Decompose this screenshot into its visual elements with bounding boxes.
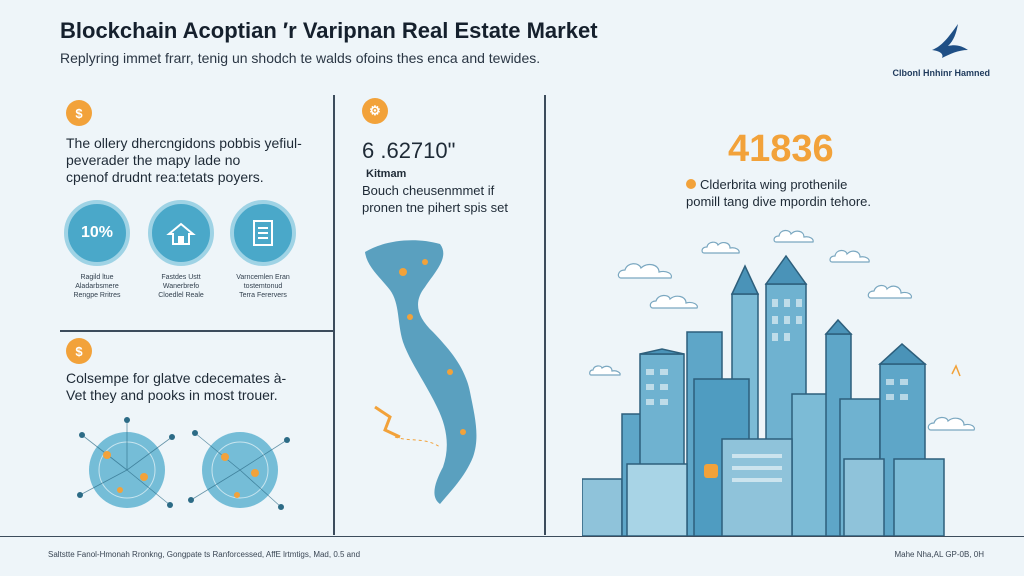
stat-circle-house bbox=[148, 200, 214, 266]
coin-icon: $ bbox=[66, 338, 92, 364]
circle-label-line: Aladarbsmere bbox=[75, 283, 119, 290]
footer-rule bbox=[0, 536, 1024, 537]
cloud-icon bbox=[615, 258, 679, 287]
middle-number-label: Kitmam bbox=[366, 168, 407, 180]
circle-label-line: Varncemlen Eran bbox=[236, 274, 290, 281]
circle-label-3: Varncemlen Eran tostemtonud Terra Fererv… bbox=[223, 273, 303, 300]
right-text: Clderbrita wing prothenile pomill tang d… bbox=[686, 176, 946, 210]
left-text-2-line: Vet they and pooks in most trouer. bbox=[66, 387, 278, 403]
circle-label-line: Terra Ferervers bbox=[239, 292, 287, 299]
cloud-icon bbox=[866, 280, 916, 307]
footer-left-text: Saltstte Fanol-Hmonah Rronkng, Gongpate … bbox=[48, 550, 361, 559]
stat-circle-percent: 10% bbox=[64, 200, 130, 266]
left-text-1-line: The ollery dhercngidons pobbis yefiul- bbox=[66, 135, 302, 151]
left-text-1-line: cpenof drudnt rea:tetats poyers. bbox=[66, 169, 264, 185]
circle-label-line: Wanerbrefo bbox=[162, 283, 200, 290]
middle-text-line: Bouch cheusenmmet if bbox=[362, 183, 495, 198]
document-icon bbox=[253, 220, 273, 246]
middle-number: 6 .62710ʺ bbox=[362, 138, 456, 163]
cloud-icon bbox=[648, 290, 704, 317]
stat-circle-value: 10% bbox=[80, 224, 114, 241]
circle-label-line: Fastdes Ustt bbox=[161, 274, 201, 281]
circle-label-line: Cloedlel Reale bbox=[158, 292, 204, 299]
info-icon bbox=[686, 179, 696, 189]
divider-left-horizontal bbox=[60, 330, 333, 332]
right-text-line: Clderbrita wing prothenile bbox=[686, 176, 946, 193]
cloud-icon bbox=[926, 412, 978, 439]
left-text-2-line: Colsempe for glatve cdecemates à- bbox=[66, 370, 287, 386]
middle-text: Bouch cheusenmmet if pronen tne pihert s… bbox=[362, 182, 542, 216]
vietnam-map-icon bbox=[355, 232, 525, 527]
divider-left bbox=[333, 95, 335, 535]
left-text-1-line: peverader the mapy lade no bbox=[66, 152, 241, 168]
page-title: Blockchain Acoptian ′r Varipnan Real Est… bbox=[60, 18, 598, 43]
cloud-icon bbox=[772, 226, 818, 251]
footer-right-text: Mahe Nha,AL GP-0B, 0H bbox=[894, 550, 984, 559]
circle-label-line: Rengpe Rritres bbox=[73, 292, 121, 299]
divider-right bbox=[544, 95, 546, 535]
logo-text: Clbonl Hnhinr Hamned bbox=[892, 68, 991, 78]
right-text-line: pomill tang dive mpordin tehore. bbox=[686, 194, 871, 209]
right-number: 41836 bbox=[728, 128, 834, 170]
coin-icon: $ bbox=[66, 100, 92, 126]
network-globe-icon bbox=[185, 415, 295, 530]
right-text-line-1: Clderbrita wing prothenile bbox=[700, 177, 848, 192]
circle-label-line: tostemtonud bbox=[243, 283, 283, 290]
house-icon bbox=[166, 222, 196, 245]
circle-label-1: Ragild ltue Aladarbsmere Rengpe Rritres bbox=[57, 273, 137, 300]
middle-text-line: pronen tne pihert spis set bbox=[362, 200, 508, 215]
cloud-icon bbox=[588, 362, 624, 383]
circle-label-2: Fastdes Ustt Wanerbrefo Cloedlel Reale bbox=[141, 273, 221, 300]
cloud-icon bbox=[828, 246, 874, 271]
left-text-2: Colsempe for glatve cdecemates à- Vet th… bbox=[66, 370, 331, 404]
gear-icon: ⚙ bbox=[362, 98, 388, 124]
network-globe-icon bbox=[72, 415, 182, 530]
bird-logo-icon bbox=[928, 18, 972, 62]
cloud-icon bbox=[700, 238, 744, 261]
left-text-1: The ollery dhercngidons pobbis yefiul- p… bbox=[66, 135, 326, 186]
cityscape-illustration bbox=[581, 254, 962, 541]
stat-circle-document bbox=[230, 200, 296, 266]
circle-label-line: Ragild ltue bbox=[80, 274, 114, 281]
page-subtitle: Replyring immet frarr, tenig un shodch t… bbox=[60, 50, 541, 66]
